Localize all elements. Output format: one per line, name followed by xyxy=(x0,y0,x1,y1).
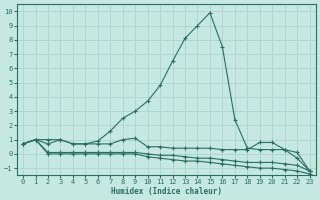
X-axis label: Humidex (Indice chaleur): Humidex (Indice chaleur) xyxy=(111,187,222,196)
